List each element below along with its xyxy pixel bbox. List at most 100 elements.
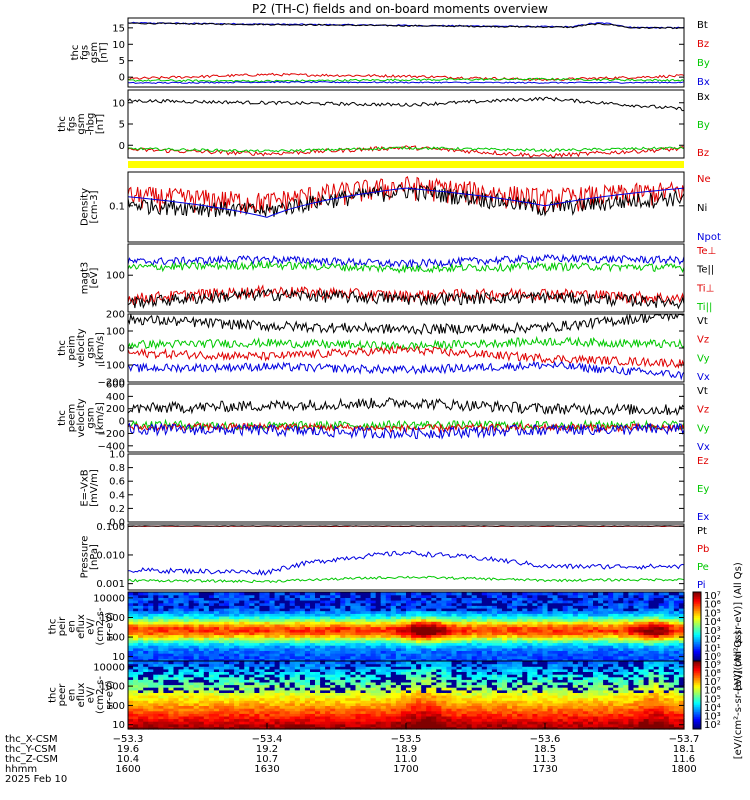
pressure-ytick-label: 0.001 <box>96 579 125 590</box>
footer-row-value: −53.4 <box>252 734 283 745</box>
ele_spec-ytick-label: 100 <box>106 701 125 712</box>
ele_spec-ylabel-line: eflux <box>76 683 87 708</box>
density-legend-1: Ni <box>697 203 707 214</box>
colorbar-upper-label: 10³ <box>704 626 721 637</box>
vel_ele-ytick-label: 600 <box>106 380 125 391</box>
fgs_hbg-ylabel-line: -hbg <box>86 113 97 136</box>
vel_ion-ylabel-line: [km/s] <box>95 332 106 364</box>
pressure-frame <box>127 523 685 591</box>
vel_ele-ylabel-line: thc <box>57 410 68 426</box>
vel_ion-legend-2: Vy <box>697 353 710 364</box>
density-plot-area <box>127 175 685 218</box>
temp-ylabel-line: [eV] <box>89 268 100 289</box>
vt-ion-trace <box>127 313 685 336</box>
fgs_hbg-legend-1: By <box>697 120 710 131</box>
colorbar-upper-title: [eV/(cm²-s-sr-eV)] (All Qs) <box>733 562 744 691</box>
colorbar-upper-label: 10¹ <box>704 643 721 654</box>
ion_spec-ylabel-line: peir <box>57 616 68 636</box>
ion_spec-ytick-label: 100 <box>106 633 125 644</box>
ion_spec-ytick-label: 10 <box>112 652 125 663</box>
vel_ele-legend-0: Vt <box>697 386 708 397</box>
pressure-ylabel-line: Pressure <box>79 536 90 579</box>
fgs-legend-2: By <box>697 58 710 69</box>
vel_ele-plot-area <box>127 397 685 440</box>
footer-row-value: 1630 <box>254 764 279 775</box>
colorbar-lower-label: 10⁹ <box>704 660 721 671</box>
quality-flag-bar <box>128 161 684 168</box>
footer-row-value: 10.4 <box>117 754 139 765</box>
npot-trace <box>127 187 685 218</box>
pressure-legend-0: Pt <box>697 526 707 537</box>
ele_spec-ylabel-line: thc <box>48 687 59 703</box>
fgs_hbg-frame <box>127 89 685 159</box>
fgs-ytick-label: 10 <box>112 40 125 51</box>
fgs_hbg-ylabel-line: [nT] <box>95 114 106 134</box>
vel_ion-plot-area <box>127 313 685 381</box>
panel-density: 0.1 Density[cm-3] Ne Ni Npot <box>79 171 721 243</box>
footer-row-value: 1800 <box>671 764 696 775</box>
temp-legend-0: Te⊥ <box>696 246 716 257</box>
footer-row-value: 1730 <box>532 764 557 775</box>
vel_ion-ylabel-line: velocity <box>76 328 87 367</box>
ti-par-trace <box>127 259 685 274</box>
temp-ylabel-line: magt3 <box>79 262 90 295</box>
efield-legend-1: Ey <box>697 484 709 495</box>
vel_ele-ytick-label: −200 <box>98 429 125 440</box>
ion_spec-ylabel-line: (cm2-s- <box>95 607 106 645</box>
ele_spec-plot-area <box>128 661 685 730</box>
temp-legend-1: Te|| <box>696 265 714 276</box>
footer-row-value: 1700 <box>393 764 418 775</box>
density-ylabel-line: Density <box>79 188 90 226</box>
efield-frame <box>127 453 685 523</box>
footer-row-label: thc_X-CSM <box>5 734 58 745</box>
fgs-ytick-label: 5 <box>119 56 125 67</box>
efield-ylabel-line: E=-VxB <box>79 469 90 506</box>
pressure-legend-1: Pb <box>697 544 709 555</box>
pi-trace <box>128 550 685 576</box>
fgs-legend-0: Bt <box>697 20 708 31</box>
temp-legend-3: Ti|| <box>696 302 712 313</box>
colorbar-upper-label: 10² <box>704 635 721 646</box>
temp-legend-2: Ti⊥ <box>696 283 714 294</box>
ion_spec-ylabel-line: sr-eV) <box>105 612 116 641</box>
pressure-plot-area <box>127 525 685 584</box>
panel-pressure: 0.100 0.010 0.001 Pressure[nPa] Pt Pb Pe Pi <box>79 522 709 591</box>
ion_spec-ytick-label: 1000 <box>100 613 125 624</box>
footer-row-value: 18.9 <box>395 744 417 755</box>
footer-row-value: −53.6 <box>530 734 561 745</box>
ion_spec-ytick-label: 10000 <box>93 593 125 604</box>
fgs-ylabel-line: [nT] <box>98 42 109 62</box>
ion_spec-plot-area <box>128 592 685 662</box>
vel_ele-legend-1: Vz <box>697 405 709 416</box>
density-legend-0: Ne <box>697 174 711 185</box>
efield-ytick-label: 0.8 <box>109 463 125 474</box>
footer-row-value: 18.1 <box>673 744 695 755</box>
vel_ion-legend-1: Vz <box>697 335 709 346</box>
colorbar-upper-label: 10⁴ <box>704 617 721 628</box>
footer-row-value: −53.7 <box>669 734 700 745</box>
ion_spec-ylabel-line: eflux <box>76 614 87 639</box>
fgs-ytick-label: 15 <box>112 23 125 34</box>
bx-hbg-trace <box>127 96 685 112</box>
vel_ion-ylabel-line: thc <box>57 340 68 356</box>
footer-row-value: −53.3 <box>113 734 144 745</box>
ele_spec-ylabel-line: peer <box>57 683 68 707</box>
efield-legend-0: Ez <box>697 456 709 467</box>
bt-trace <box>127 22 685 30</box>
footer-row-value: 19.6 <box>117 744 139 755</box>
ion_spec-ylabel-line: thc <box>48 619 59 635</box>
colorbar-lower-label: 10⁸ <box>704 669 721 680</box>
fgs-legend-1: Bz <box>697 39 709 50</box>
footer-row-label: hhmm <box>5 764 37 775</box>
fgs_hbg-legend-2: Bz <box>697 148 709 159</box>
efield-ytick-label: 0.2 <box>109 504 125 515</box>
ele_spec-ylabel-line: (cm2-s- <box>95 676 106 714</box>
pressure-legend-3: Pi <box>697 580 706 591</box>
bx-trace <box>128 80 685 85</box>
colorbar-lower-label: 10⁵ <box>704 694 721 705</box>
temp-plot-area <box>127 253 685 310</box>
ephemeris-footer: thc_X-CSM −53.3 −53.4 −53.5 −53.6 −53.7 thc_Y-… <box>5 734 699 785</box>
vel_ele-ylabel-line: gsm <box>86 407 97 428</box>
te-perp-blue-trace <box>127 253 685 269</box>
footer-row-value: 11.3 <box>534 754 556 765</box>
